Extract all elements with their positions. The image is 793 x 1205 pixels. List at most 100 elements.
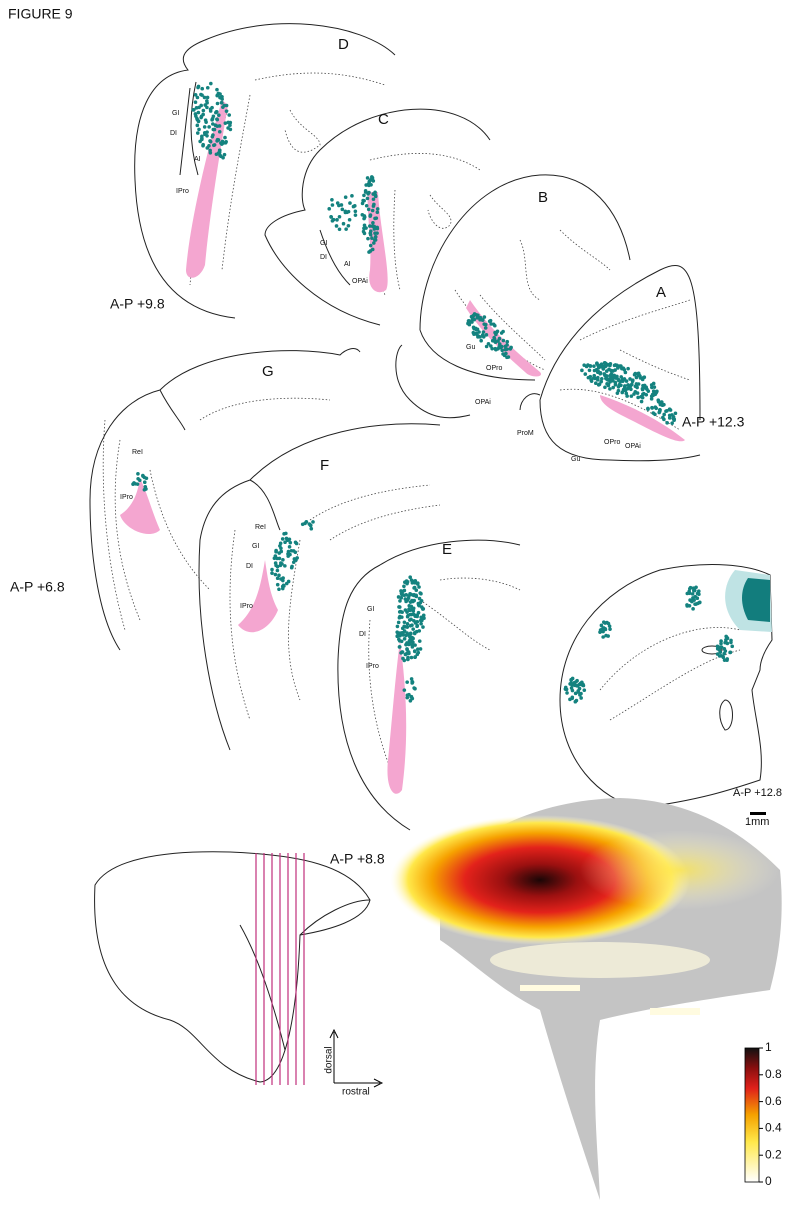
cell-dot [402, 659, 406, 663]
cell-dot [630, 394, 634, 398]
cell-dot [665, 421, 669, 425]
cell-dot [409, 631, 413, 635]
cell-dot [218, 150, 222, 154]
cell-dot [413, 581, 417, 585]
cell-dot [606, 634, 610, 638]
cell-dot [659, 403, 663, 407]
cell-dot [403, 620, 407, 624]
cell-dot [228, 121, 232, 125]
cell-dot [200, 87, 204, 91]
section-letter: D [338, 36, 349, 53]
cell-dot [588, 368, 592, 372]
colorbar-tick-label: 0 [765, 1174, 772, 1188]
cell-dot [408, 618, 412, 622]
cell-dot [373, 231, 377, 235]
cell-dot [412, 607, 416, 611]
cell-dot [338, 215, 342, 219]
region-label: GI [367, 606, 374, 613]
cell-dot [208, 139, 212, 143]
cell-dot [635, 386, 639, 390]
cell-dot [598, 630, 602, 634]
cell-dot [722, 652, 726, 656]
cell-dot [286, 552, 290, 556]
cell-dot [630, 383, 634, 387]
cell-dot [418, 639, 422, 643]
cell-dot [608, 624, 612, 628]
cell-dot [348, 218, 352, 222]
cell-dot [415, 630, 419, 634]
cell-dot [279, 561, 283, 565]
cell-dot [571, 689, 575, 693]
cell-dot [204, 120, 208, 124]
cell-dot [288, 541, 292, 545]
cell-dot [622, 388, 626, 392]
cell-dot [402, 584, 406, 588]
cell-dot [668, 416, 672, 420]
cell-dot [693, 602, 697, 606]
ap-label: A-P +12.8 [733, 787, 782, 799]
cell-dot [205, 146, 209, 150]
cell-dot [725, 636, 729, 640]
flatmap-section [560, 565, 772, 815]
cell-dot [276, 569, 280, 573]
cell-dot [275, 557, 279, 561]
cell-dot [417, 611, 421, 615]
cell-dot [374, 235, 378, 239]
cell-dot [652, 382, 656, 386]
cell-dot [301, 522, 305, 526]
cell-dot [274, 573, 278, 577]
cell-dot [197, 111, 201, 115]
cell-dot [215, 110, 219, 114]
cell-dot [398, 599, 402, 603]
cell-dot [369, 183, 373, 187]
cell-dot [729, 639, 733, 643]
cell-dot [688, 591, 692, 595]
cell-dot [350, 194, 354, 198]
cell-dot [633, 372, 637, 376]
cell-dot [478, 318, 482, 322]
region-label: OPro [604, 439, 620, 446]
cell-dot [636, 391, 640, 395]
cell-dot [290, 566, 294, 570]
cell-dot [574, 700, 578, 704]
cell-dot [598, 372, 602, 376]
section-e [338, 540, 520, 830]
cell-dot [617, 389, 621, 393]
cell-dot [637, 374, 641, 378]
cell-dot [211, 135, 215, 139]
cell-dot [568, 698, 572, 702]
cell-dot [570, 683, 574, 687]
cell-dot [596, 378, 600, 382]
cell-dot [223, 153, 227, 157]
cell-dot [416, 620, 420, 624]
cell-dot [215, 139, 219, 143]
cell-dot [270, 568, 274, 572]
cell-dot [218, 130, 222, 134]
cell-dot [502, 339, 506, 343]
cell-dot [594, 381, 598, 385]
cell-dot [353, 204, 357, 208]
cell-dot [410, 677, 414, 681]
cell-dot [407, 604, 411, 608]
cell-dot [290, 549, 294, 553]
cell-dot [376, 227, 380, 231]
cell-dot [331, 203, 335, 207]
cell-dot [615, 375, 619, 379]
cell-dot [287, 580, 291, 584]
cell-dot [294, 558, 298, 562]
brain-schematic [95, 852, 382, 1087]
cell-dot [281, 537, 285, 541]
cell-dot [479, 339, 483, 343]
cell-dot [604, 363, 608, 367]
cell-dot [274, 550, 278, 554]
cell-dot [372, 203, 376, 207]
cell-dot [691, 592, 695, 596]
colorbar-tick-label: 0.8 [765, 1067, 782, 1081]
cell-dot [336, 201, 340, 205]
cell-dot [589, 364, 593, 368]
cell-dot [361, 202, 365, 206]
cell-dot [365, 204, 369, 208]
cell-dot [476, 314, 480, 318]
cell-dot [643, 375, 647, 379]
cell-dot [196, 131, 200, 135]
